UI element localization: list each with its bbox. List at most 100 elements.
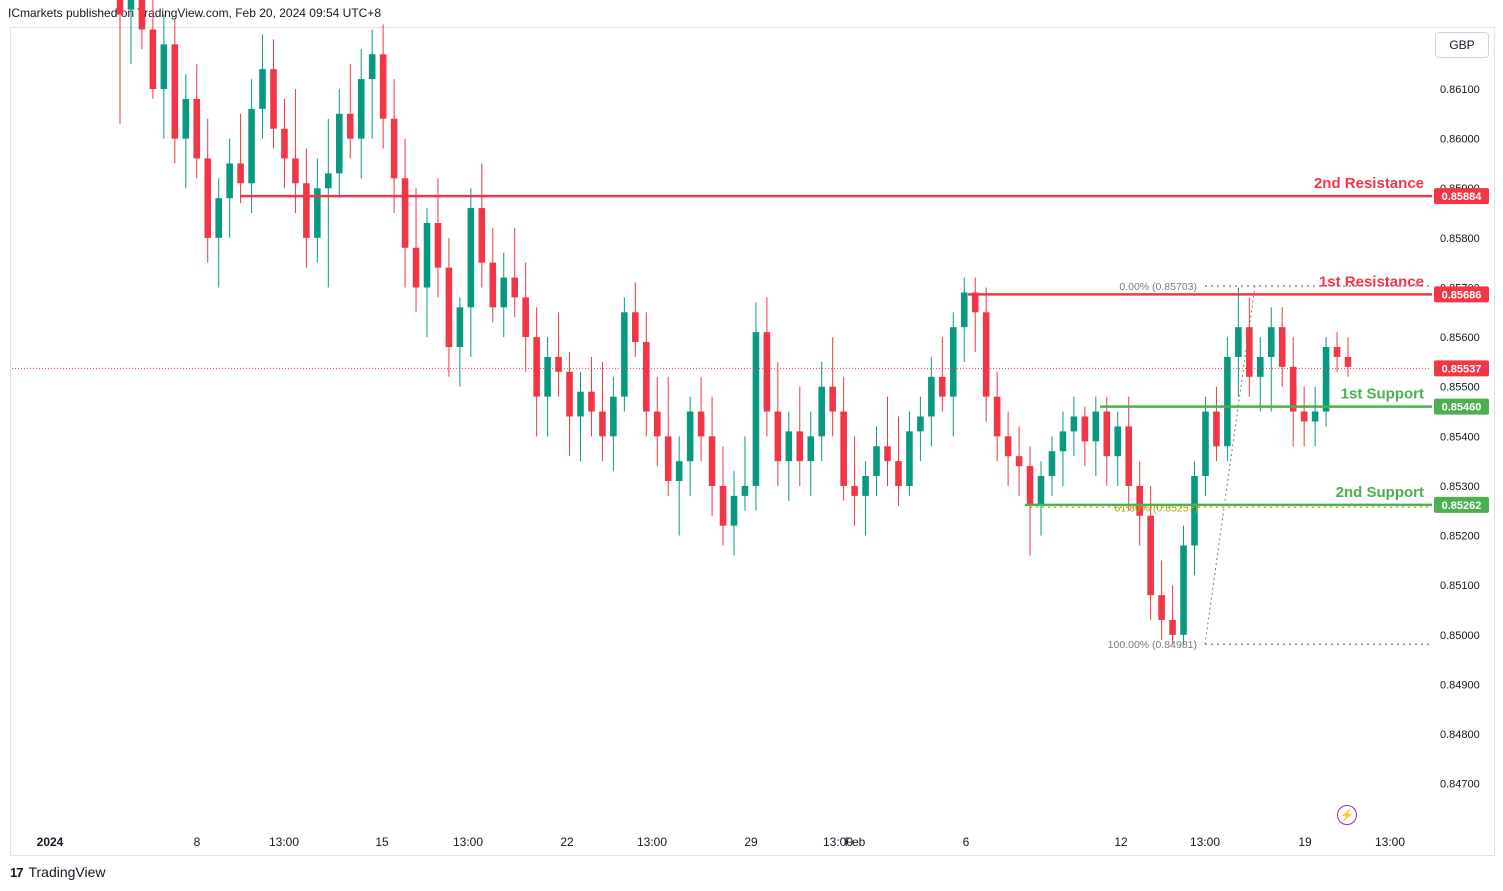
candle-body [1278, 327, 1286, 367]
currency-selector[interactable]: GBP [1435, 32, 1489, 58]
candle-body [928, 376, 935, 417]
candle-body [862, 476, 869, 496]
candle-body [445, 267, 453, 348]
candle-body [1103, 411, 1111, 457]
candle-body [259, 69, 266, 109]
candle-body [489, 262, 497, 308]
candle-body [204, 158, 212, 238]
fib-label: 0.00% (0.85703) [1119, 281, 1197, 293]
x-tick-label: 13:00 [637, 835, 667, 849]
candle-body [741, 485, 749, 496]
candle-body [632, 312, 639, 343]
price-tag-value: 0.85460 [1442, 402, 1482, 414]
candle-body [390, 118, 398, 179]
y-tick-label: 0.84900 [1440, 679, 1480, 691]
candle-body [621, 312, 628, 397]
candle-body [807, 436, 815, 462]
x-tick-label: 29 [744, 835, 758, 849]
candle-body [1235, 327, 1242, 357]
fib-trend-line [1204, 285, 1256, 645]
candle-body [785, 431, 793, 462]
candle-body [1092, 411, 1100, 442]
brand-name[interactable]: TradingView [28, 864, 106, 880]
candle-body [982, 312, 990, 397]
candle-body [368, 54, 376, 80]
level-label: 1st Resistance [1319, 273, 1424, 290]
x-tick-label: 13:00 [453, 835, 483, 849]
candle-body [401, 178, 409, 248]
candle-body [1015, 456, 1023, 467]
candle-body [873, 446, 880, 477]
candle-body [511, 277, 519, 298]
footer: 17 TradingView [10, 864, 106, 880]
candle-body [522, 297, 529, 338]
candle-body [917, 416, 924, 432]
candle-body [884, 446, 891, 462]
y-tick-label: 0.85000 [1440, 630, 1480, 642]
x-tick-label: 13:00 [1190, 835, 1220, 849]
candle-body [1158, 595, 1165, 620]
y-tick-label: 0.85400 [1440, 431, 1480, 443]
y-tick-label: 0.84800 [1440, 729, 1480, 741]
candle-body [1037, 476, 1045, 506]
candle-body [346, 113, 354, 139]
candle-body [292, 158, 299, 184]
candle-body [675, 461, 683, 481]
candle-body [1224, 356, 1231, 447]
price-tag-value: 0.85686 [1442, 289, 1482, 301]
candle-body [456, 307, 464, 348]
candle-body [1114, 426, 1122, 457]
x-tick-label: 2024 [37, 835, 64, 849]
candle-body [325, 173, 332, 189]
lightning-icon[interactable]: ⚡ [1337, 805, 1357, 825]
candle-body [237, 163, 244, 184]
candle-body [149, 29, 157, 89]
candle-body [1081, 416, 1089, 442]
x-tick-label: 13:00 [1375, 835, 1405, 849]
candle-body [642, 342, 650, 412]
candle-body [544, 356, 551, 397]
price-tag-value: 0.85262 [1442, 500, 1482, 512]
price-tag-bg [1434, 286, 1489, 303]
candle-body [226, 163, 233, 199]
candle-body [1300, 411, 1308, 422]
chart-area[interactable] [10, 27, 1495, 856]
candle-body [697, 411, 705, 437]
candle-body [895, 461, 902, 486]
candle-body [796, 431, 804, 462]
candle-body [335, 113, 343, 174]
candle-body [708, 436, 716, 486]
candle-body [752, 332, 760, 486]
price-tag-value: 0.85884 [1442, 191, 1483, 203]
level-label: 2nd Support [1336, 484, 1424, 501]
candle-body [1169, 619, 1176, 635]
candle-body [653, 411, 661, 437]
candle-body [939, 376, 946, 397]
candle-body [840, 411, 847, 486]
candle-body [478, 208, 486, 263]
candle-body [500, 277, 508, 308]
candle-body [1059, 431, 1067, 452]
y-tick-label: 0.85100 [1440, 580, 1480, 592]
candle-body [971, 292, 979, 313]
x-tick-label: 8 [194, 835, 201, 849]
candle-body [182, 98, 190, 139]
candle-body [1004, 436, 1012, 457]
candle-body [851, 485, 858, 496]
x-tick-label: 22 [560, 835, 574, 849]
candle-body [906, 431, 913, 486]
candle-body [664, 436, 672, 481]
x-tick-label: 13:00 [823, 835, 853, 849]
tradingview-logo[interactable]: 17 [10, 864, 24, 880]
candle-body [1246, 327, 1253, 377]
candle-body [566, 371, 573, 417]
candle-body [193, 98, 201, 159]
candle-body [281, 128, 288, 159]
x-tick-label: 6 [963, 835, 970, 849]
price-tag-bg [1434, 188, 1489, 205]
y-tick-label: 0.86100 [1440, 84, 1480, 96]
candle-body [270, 69, 277, 129]
candle-body [116, 0, 124, 15]
candle-body [719, 485, 727, 526]
